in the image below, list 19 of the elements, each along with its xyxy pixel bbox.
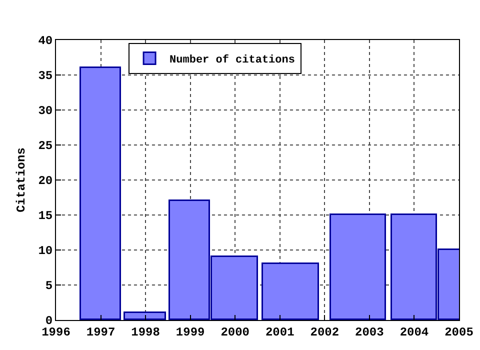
y-axis-title: Citations <box>14 148 28 212</box>
y-tick-label: 10 <box>38 244 53 258</box>
x-tick-label: 1997 <box>86 325 116 340</box>
x-tick-label: 1998 <box>131 325 160 340</box>
x-tick-label: 2002 <box>310 325 340 340</box>
x-tick-label: 2003 <box>355 325 384 340</box>
x-tick-label: 2004 <box>400 325 429 340</box>
x-tick-label: 2000 <box>220 325 250 340</box>
y-tick-label: 40 <box>38 34 53 48</box>
legend-label: Number of citations <box>170 54 295 67</box>
x-tick-label: 2001 <box>265 325 294 340</box>
y-tick-label: 20 <box>38 174 53 188</box>
x-tick-label: 2005 <box>444 325 474 340</box>
y-tick-label: 15 <box>38 209 53 224</box>
y-tick-label: 30 <box>38 104 53 118</box>
y-tick-label: 5 <box>45 279 53 294</box>
y-tick-label: 25 <box>38 139 53 154</box>
y-tick-label: 35 <box>38 69 53 84</box>
x-tick-label: 1999 <box>176 325 205 340</box>
